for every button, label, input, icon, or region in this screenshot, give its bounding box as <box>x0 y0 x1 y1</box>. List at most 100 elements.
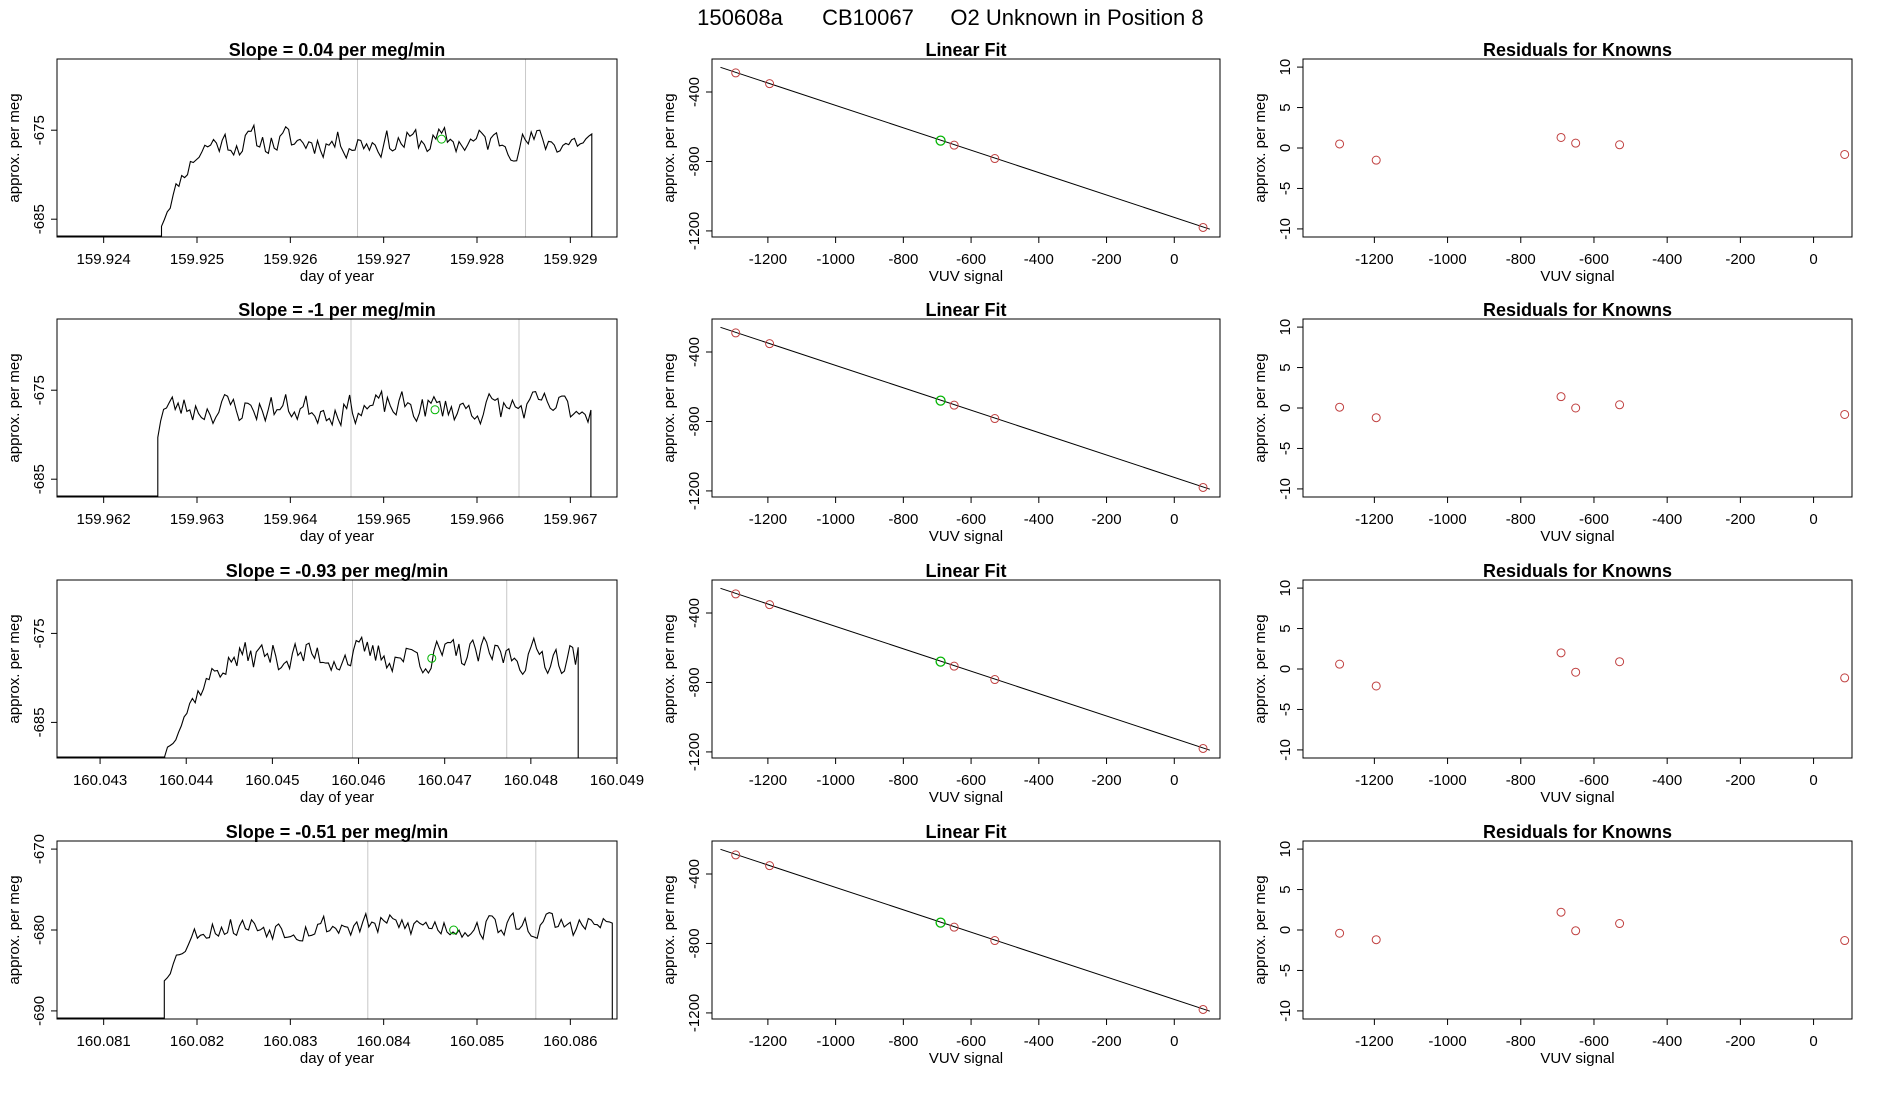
x-axis-label: VUV signal <box>1540 789 1614 806</box>
x-tick-label: -200 <box>1092 251 1122 268</box>
plot-frame <box>1302 840 1853 1020</box>
panel-grid: Slope = 0.04 per meg/min 159.924 159.925 15… <box>6 40 1853 1067</box>
y-tick-label: 10 <box>1277 319 1294 336</box>
residual-point <box>1571 138 1581 148</box>
y-axis-label: approx. per meg <box>661 614 678 723</box>
panel-title: Slope = -0.51 per meg/min <box>226 822 449 842</box>
panel-title: Residuals for Knowns <box>1483 561 1672 581</box>
y-tick-label: -10 <box>1277 739 1294 761</box>
x-tick-label: -200 <box>1092 1033 1122 1050</box>
y-axis-label: approx. per meg <box>1252 614 1269 723</box>
y-tick-label: -400 <box>686 77 703 107</box>
x-tick-label: -600 <box>956 251 986 268</box>
x-axis-label: VUV signal <box>929 268 1003 285</box>
x-tick-label: 160.049 <box>590 772 644 789</box>
panel-r3-resid: Residuals for Knowns-1200 -1000 -800 -600 -4… <box>1252 561 1853 806</box>
known-point <box>1198 743 1208 753</box>
x-axis-label: VUV signal <box>929 528 1003 545</box>
residual-point <box>1335 402 1345 412</box>
y-tick-label: 5 <box>1277 363 1294 371</box>
panel-r2-fit: Linear Fit -1200 -1000 -800 -600 -400 -200 0 -40… <box>661 300 1221 545</box>
y-tick-label: 10 <box>1277 580 1294 597</box>
y-tick-label: 0 <box>1277 144 1294 152</box>
x-tick-label: -400 <box>1652 1033 1682 1050</box>
x-tick-label: -600 <box>956 772 986 789</box>
known-point <box>731 589 741 599</box>
x-tick-label: 159.965 <box>357 511 411 528</box>
residual-point <box>1335 659 1345 669</box>
known-point <box>731 850 741 860</box>
x-tick-label: -1200 <box>749 251 787 268</box>
known-point <box>1198 482 1208 492</box>
data-layer <box>1335 648 1850 691</box>
panel-r4-resid: Residuals for Knowns-1200 -1000 -800 -600 -4… <box>1252 822 1853 1067</box>
x-tick-label: -1200 <box>749 772 787 789</box>
panel-title: Slope = 0.04 per meg/min <box>229 40 446 60</box>
panel-r4-series: Slope = -0.51 per meg/min 160.081 160.082 1… <box>6 822 618 1067</box>
plot-frame <box>1302 318 1853 498</box>
x-tick-label: -600 <box>956 511 986 528</box>
x-axis-label: VUV signal <box>929 1050 1003 1067</box>
data-layer <box>57 841 613 1019</box>
x-tick-label: 160.044 <box>159 772 213 789</box>
plot-frame <box>56 579 618 759</box>
unknown-point <box>437 134 447 144</box>
data-layer <box>720 66 1210 232</box>
x-tick-label: 159.964 <box>263 511 317 528</box>
x-axis-label: VUV signal <box>1540 268 1614 285</box>
x-tick-label: 159.967 <box>543 511 597 528</box>
residual-point <box>1615 140 1625 150</box>
y-tick-label: 10 <box>1277 841 1294 858</box>
x-tick-label: -600 <box>1579 772 1609 789</box>
y-tick-label: -5 <box>1277 182 1294 195</box>
series-line <box>164 635 579 758</box>
known-point <box>990 936 1000 946</box>
x-tick-label: 160.045 <box>245 772 299 789</box>
x-tick-label: -1000 <box>816 251 854 268</box>
x-tick-label: 160.083 <box>263 1033 317 1050</box>
x-axis-label: day of year <box>300 1050 374 1067</box>
plot-frame <box>56 58 618 238</box>
x-tick-label: -800 <box>1506 1033 1536 1050</box>
y-tick-label: -1200 <box>686 733 703 771</box>
x-tick-label: 159.924 <box>77 251 131 268</box>
x-tick-label: -1000 <box>816 772 854 789</box>
series-line <box>157 389 592 497</box>
y-tick-label: -10 <box>1277 478 1294 500</box>
x-tick-label: -800 <box>888 251 918 268</box>
x-tick-label: -600 <box>1579 511 1609 528</box>
known-point <box>949 922 959 932</box>
known-point <box>1198 222 1208 232</box>
y-axis-label: approx. per meg <box>6 614 23 723</box>
x-tick-label: -1200 <box>749 1033 787 1050</box>
x-tick-label: -200 <box>1725 511 1755 528</box>
x-tick-label: -400 <box>1024 1033 1054 1050</box>
residual-point <box>1571 403 1581 413</box>
x-tick-label: -1200 <box>1355 251 1393 268</box>
y-tick-label: -400 <box>686 337 703 367</box>
series-line <box>160 123 593 237</box>
fit-line <box>720 848 1210 1012</box>
x-tick-label: 0 <box>1170 1033 1178 1050</box>
y-tick-label: -800 <box>686 146 703 176</box>
panel-r2-series: Slope = -1 per meg/min 159.962 159.963 159.… <box>6 300 618 545</box>
y-tick-label: -670 <box>31 834 48 864</box>
y-tick-label: -5 <box>1277 703 1294 716</box>
unknown-point <box>935 135 946 146</box>
residual-point <box>1371 935 1381 945</box>
x-tick-label: -200 <box>1092 772 1122 789</box>
known-point <box>765 339 775 349</box>
y-tick-label: -10 <box>1277 1000 1294 1022</box>
x-tick-label: 160.085 <box>450 1033 504 1050</box>
x-tick-label: -800 <box>888 511 918 528</box>
y-tick-label: 0 <box>1277 404 1294 412</box>
panel-r1-fit: Linear Fit -1200 -1000 -800 -600 -400 -200 0 -40… <box>661 40 1221 285</box>
y-tick-label: -680 <box>31 915 48 945</box>
residual-point <box>1571 926 1581 936</box>
x-tick-label: 160.082 <box>170 1033 224 1050</box>
known-point <box>990 154 1000 164</box>
panel-title: Residuals for Knowns <box>1483 300 1672 320</box>
panel-title: Linear Fit <box>925 822 1006 842</box>
x-tick-label: 0 <box>1170 772 1178 789</box>
y-tick-label: -1200 <box>686 212 703 250</box>
